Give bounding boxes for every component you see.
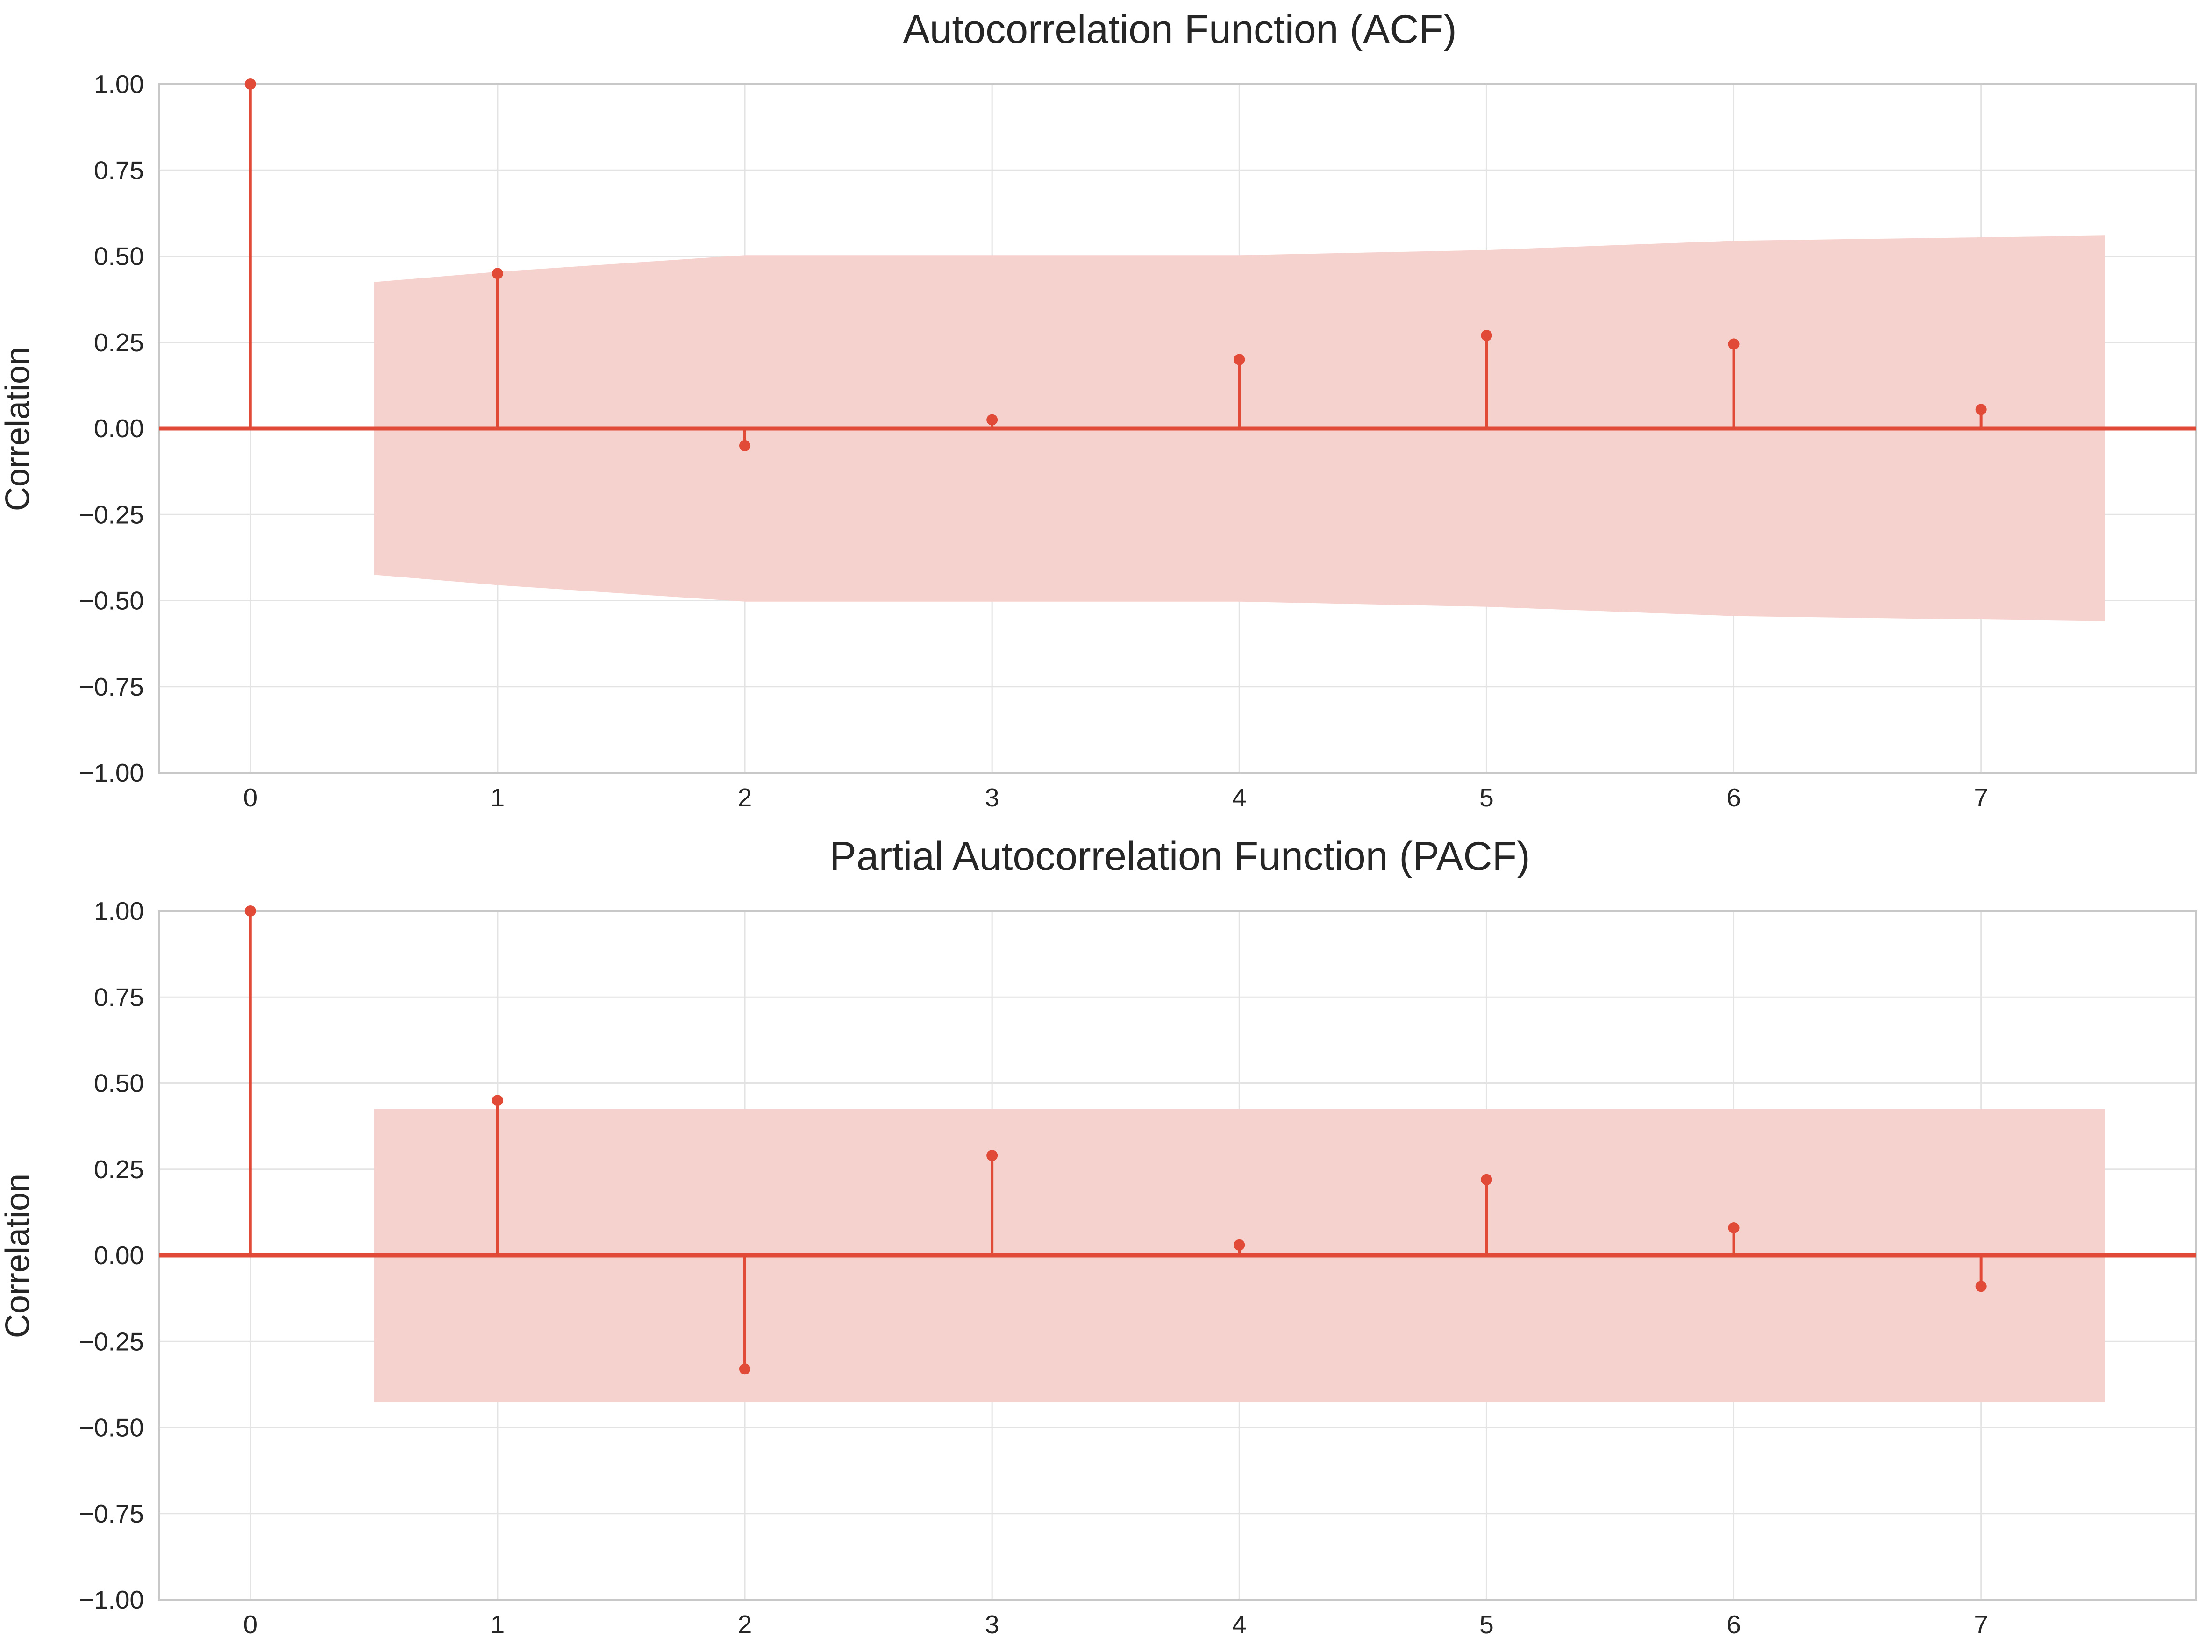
acf-panel: Autocorrelation Function (ACF) Correlati… — [0, 7, 2197, 812]
acf-point-lag-1 — [492, 268, 503, 279]
acf-x-tick-label: 4 — [1232, 783, 1247, 812]
acf-y-tick-label: 0.75 — [94, 156, 144, 185]
acf-point-lag-3 — [986, 414, 998, 426]
acf-y-tick-label: −0.50 — [79, 586, 144, 615]
acf-title: Autocorrelation Function (ACF) — [903, 7, 1456, 52]
pacf-x-tick-label: 7 — [1974, 1610, 1988, 1639]
acf-point-lag-6 — [1728, 338, 1740, 350]
acf-x-tick-label: 5 — [1479, 783, 1494, 812]
acf-y-tick-label: −1.00 — [79, 758, 144, 787]
pacf-y-tick-label: −0.25 — [79, 1327, 144, 1356]
acf-point-lag-2 — [739, 440, 751, 451]
acf-point-lag-0 — [244, 78, 256, 90]
pacf-y-tick-label: 0.50 — [94, 1069, 144, 1098]
pacf-x-tick-label: 5 — [1479, 1610, 1494, 1639]
acf-x-tick-label: 6 — [1727, 783, 1741, 812]
pacf-y-tick-label: −0.75 — [79, 1499, 144, 1528]
pacf-x-tick-label: 3 — [985, 1610, 999, 1639]
pacf-y-axis-label: Correlation — [0, 1174, 36, 1338]
acf-x-tick-label: 2 — [738, 783, 752, 812]
acf-x-tick-label: 0 — [243, 783, 257, 812]
acf-x-tick-label: 3 — [985, 783, 999, 812]
acf-point-lag-7 — [1975, 404, 1987, 415]
pacf-point-lag-4 — [1234, 1239, 1245, 1251]
pacf-y-tick-label: −1.00 — [79, 1585, 144, 1614]
acf-y-axis-label: Correlation — [0, 347, 36, 511]
pacf-y-tick-label: 1.00 — [94, 897, 144, 926]
pacf-point-lag-3 — [986, 1150, 998, 1161]
acf-y-tick-label: −0.25 — [79, 500, 144, 529]
acf-y-tick-label: −0.75 — [79, 672, 144, 701]
pacf-x-tick-label: 1 — [491, 1610, 505, 1639]
acf-x-tick-label: 7 — [1974, 783, 1988, 812]
acf-point-lag-4 — [1234, 354, 1245, 365]
acf-x-tick-label: 1 — [491, 783, 505, 812]
acf-y-tick-label: 1.00 — [94, 70, 144, 99]
pacf-title: Partial Autocorrelation Function (PACF) — [829, 834, 1530, 879]
pacf-point-lag-5 — [1481, 1174, 1492, 1185]
pacf-y-tick-label: 0.00 — [94, 1241, 144, 1270]
pacf-x-tick-label: 6 — [1727, 1610, 1741, 1639]
acf-y-tick-label: 0.00 — [94, 414, 144, 443]
pacf-panel: Partial Autocorrelation Function (PACF) … — [0, 834, 2197, 1639]
pacf-x-tick-label: 2 — [738, 1610, 752, 1639]
pacf-point-lag-6 — [1728, 1222, 1740, 1234]
pacf-y-tick-label: −0.50 — [79, 1413, 144, 1442]
pacf-y-tick-label: 0.75 — [94, 983, 144, 1011]
pacf-x-tick-label: 4 — [1232, 1610, 1247, 1639]
pacf-point-lag-7 — [1975, 1281, 1987, 1292]
pacf-x-tick-label: 0 — [243, 1610, 257, 1639]
pacf-point-lag-0 — [244, 905, 256, 917]
acf-y-tick-label: 0.50 — [94, 242, 144, 271]
pacf-point-lag-1 — [492, 1095, 503, 1106]
acf-point-lag-5 — [1481, 330, 1492, 342]
pacf-y-tick-label: 0.25 — [94, 1155, 144, 1184]
pacf-point-lag-2 — [739, 1363, 751, 1375]
acf-y-tick-label: 0.25 — [94, 328, 144, 357]
